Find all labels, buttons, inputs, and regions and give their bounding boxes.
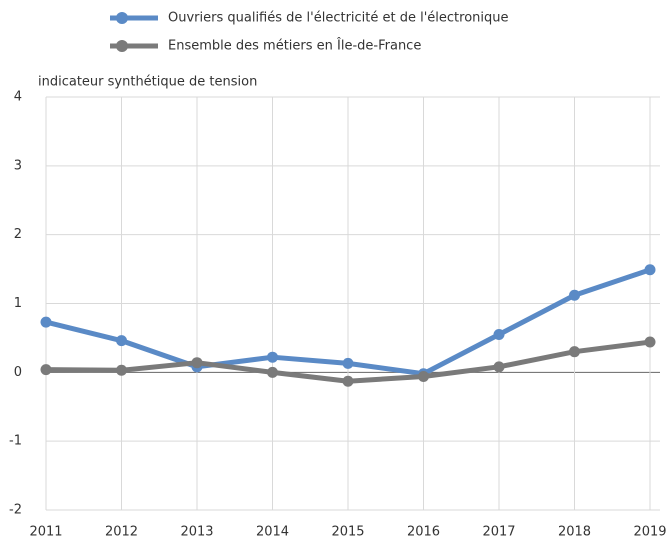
y-tick-label: -2 [9, 503, 22, 518]
point [569, 289, 580, 301]
point [569, 346, 580, 358]
point [644, 336, 656, 348]
point [493, 361, 505, 373]
legend-dot [116, 40, 128, 52]
point [116, 335, 127, 347]
y-tick-label: 2 [14, 227, 22, 242]
point [40, 364, 52, 376]
x-tick-label: 2016 [407, 525, 440, 540]
point [267, 366, 278, 378]
y-tick-label: 0 [14, 365, 22, 380]
x-tick-label: 2013 [180, 525, 213, 540]
y-tick-label: 4 [14, 90, 22, 105]
y-axis-label: indicateur synthétique de tension [38, 75, 257, 90]
legend-label: Ouvriers qualifiés de l'électricité et d… [168, 11, 509, 26]
point [40, 316, 52, 328]
x-tick-label: 2018 [558, 525, 591, 540]
x-tick-label: 2011 [29, 525, 62, 540]
x-tick-label: 2017 [482, 525, 515, 540]
point [191, 357, 203, 369]
legend-dot [116, 12, 128, 24]
point [493, 328, 505, 340]
point [644, 264, 656, 276]
y-tick-label: -1 [9, 434, 22, 449]
y-tick-label: 1 [14, 296, 22, 311]
point [342, 375, 354, 387]
y-tick-label: 3 [14, 158, 22, 173]
point [418, 370, 429, 382]
x-tick-label: 2019 [633, 525, 666, 540]
point [267, 351, 278, 363]
x-tick-label: 2012 [105, 525, 138, 540]
point [116, 364, 127, 376]
point [342, 357, 354, 369]
x-tick-label: 2015 [331, 525, 364, 540]
legend-label: Ensemble des métiers en Île-de-France [168, 38, 421, 54]
x-tick-label: 2014 [256, 525, 289, 540]
